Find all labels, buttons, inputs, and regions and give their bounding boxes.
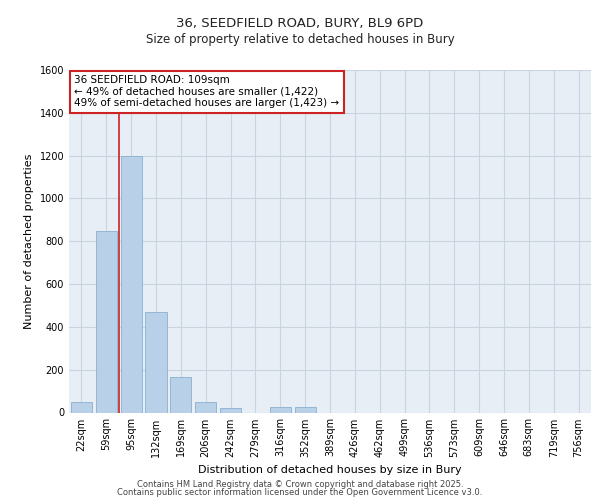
Bar <box>270 407 291 412</box>
Text: Contains HM Land Registry data © Crown copyright and database right 2025.: Contains HM Land Registry data © Crown c… <box>137 480 463 489</box>
Bar <box>71 402 92 412</box>
Text: Size of property relative to detached houses in Bury: Size of property relative to detached ho… <box>146 32 454 46</box>
Bar <box>121 156 142 412</box>
X-axis label: Distribution of detached houses by size in Bury: Distribution of detached houses by size … <box>198 465 462 475</box>
Y-axis label: Number of detached properties: Number of detached properties <box>24 154 34 329</box>
Bar <box>195 402 216 412</box>
Bar <box>220 408 241 412</box>
Bar <box>145 312 167 412</box>
Text: 36, SEEDFIELD ROAD, BURY, BL9 6PD: 36, SEEDFIELD ROAD, BURY, BL9 6PD <box>176 18 424 30</box>
Text: 36 SEEDFIELD ROAD: 109sqm
← 49% of detached houses are smaller (1,422)
49% of se: 36 SEEDFIELD ROAD: 109sqm ← 49% of detac… <box>74 75 340 108</box>
Text: Contains public sector information licensed under the Open Government Licence v3: Contains public sector information licen… <box>118 488 482 497</box>
Bar <box>96 230 117 412</box>
Bar <box>170 377 191 412</box>
Bar <box>295 407 316 412</box>
